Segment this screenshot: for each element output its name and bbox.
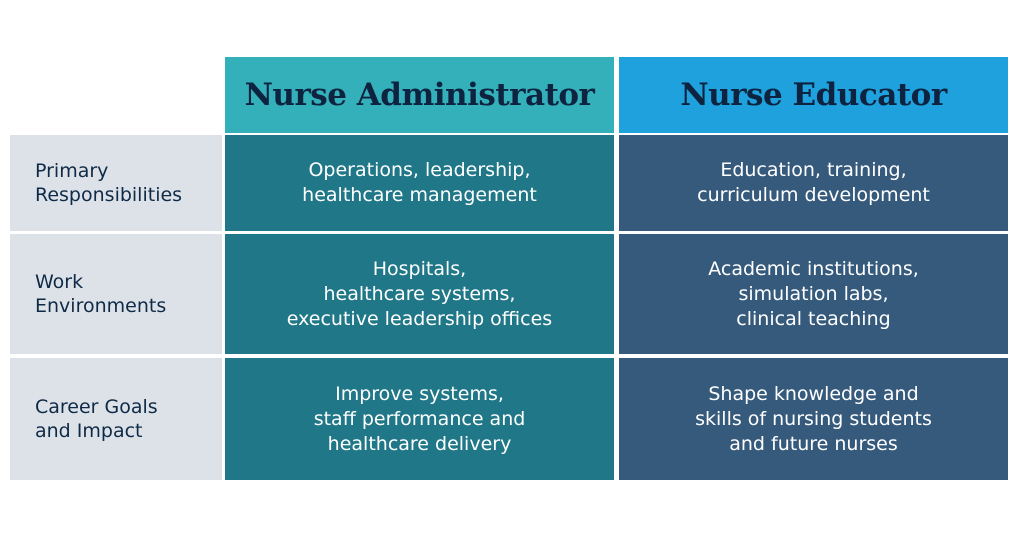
cell-educator-goals: Shape knowledge and skills of nursing st… xyxy=(619,358,1008,480)
cell-educator-environments: Academic institutions, simulation labs, … xyxy=(619,234,1008,354)
header-nurse-administrator: Nurse Administrator xyxy=(225,57,614,133)
header-nurse-educator: Nurse Educator xyxy=(619,57,1008,133)
row-label-environments: Work Environments xyxy=(10,234,222,354)
row-label-responsibilities: Primary Responsibilities xyxy=(10,135,222,231)
row-label-goals: Career Goals and Impact xyxy=(10,358,222,480)
cell-educator-responsibilities: Education, training, curriculum developm… xyxy=(619,135,1008,231)
cell-administrator-responsibilities: Operations, leadership, healthcare manag… xyxy=(225,135,614,231)
cell-administrator-environments: Hospitals, healthcare systems, executive… xyxy=(225,234,614,354)
cell-administrator-goals: Improve systems, staff performance and h… xyxy=(225,358,614,480)
